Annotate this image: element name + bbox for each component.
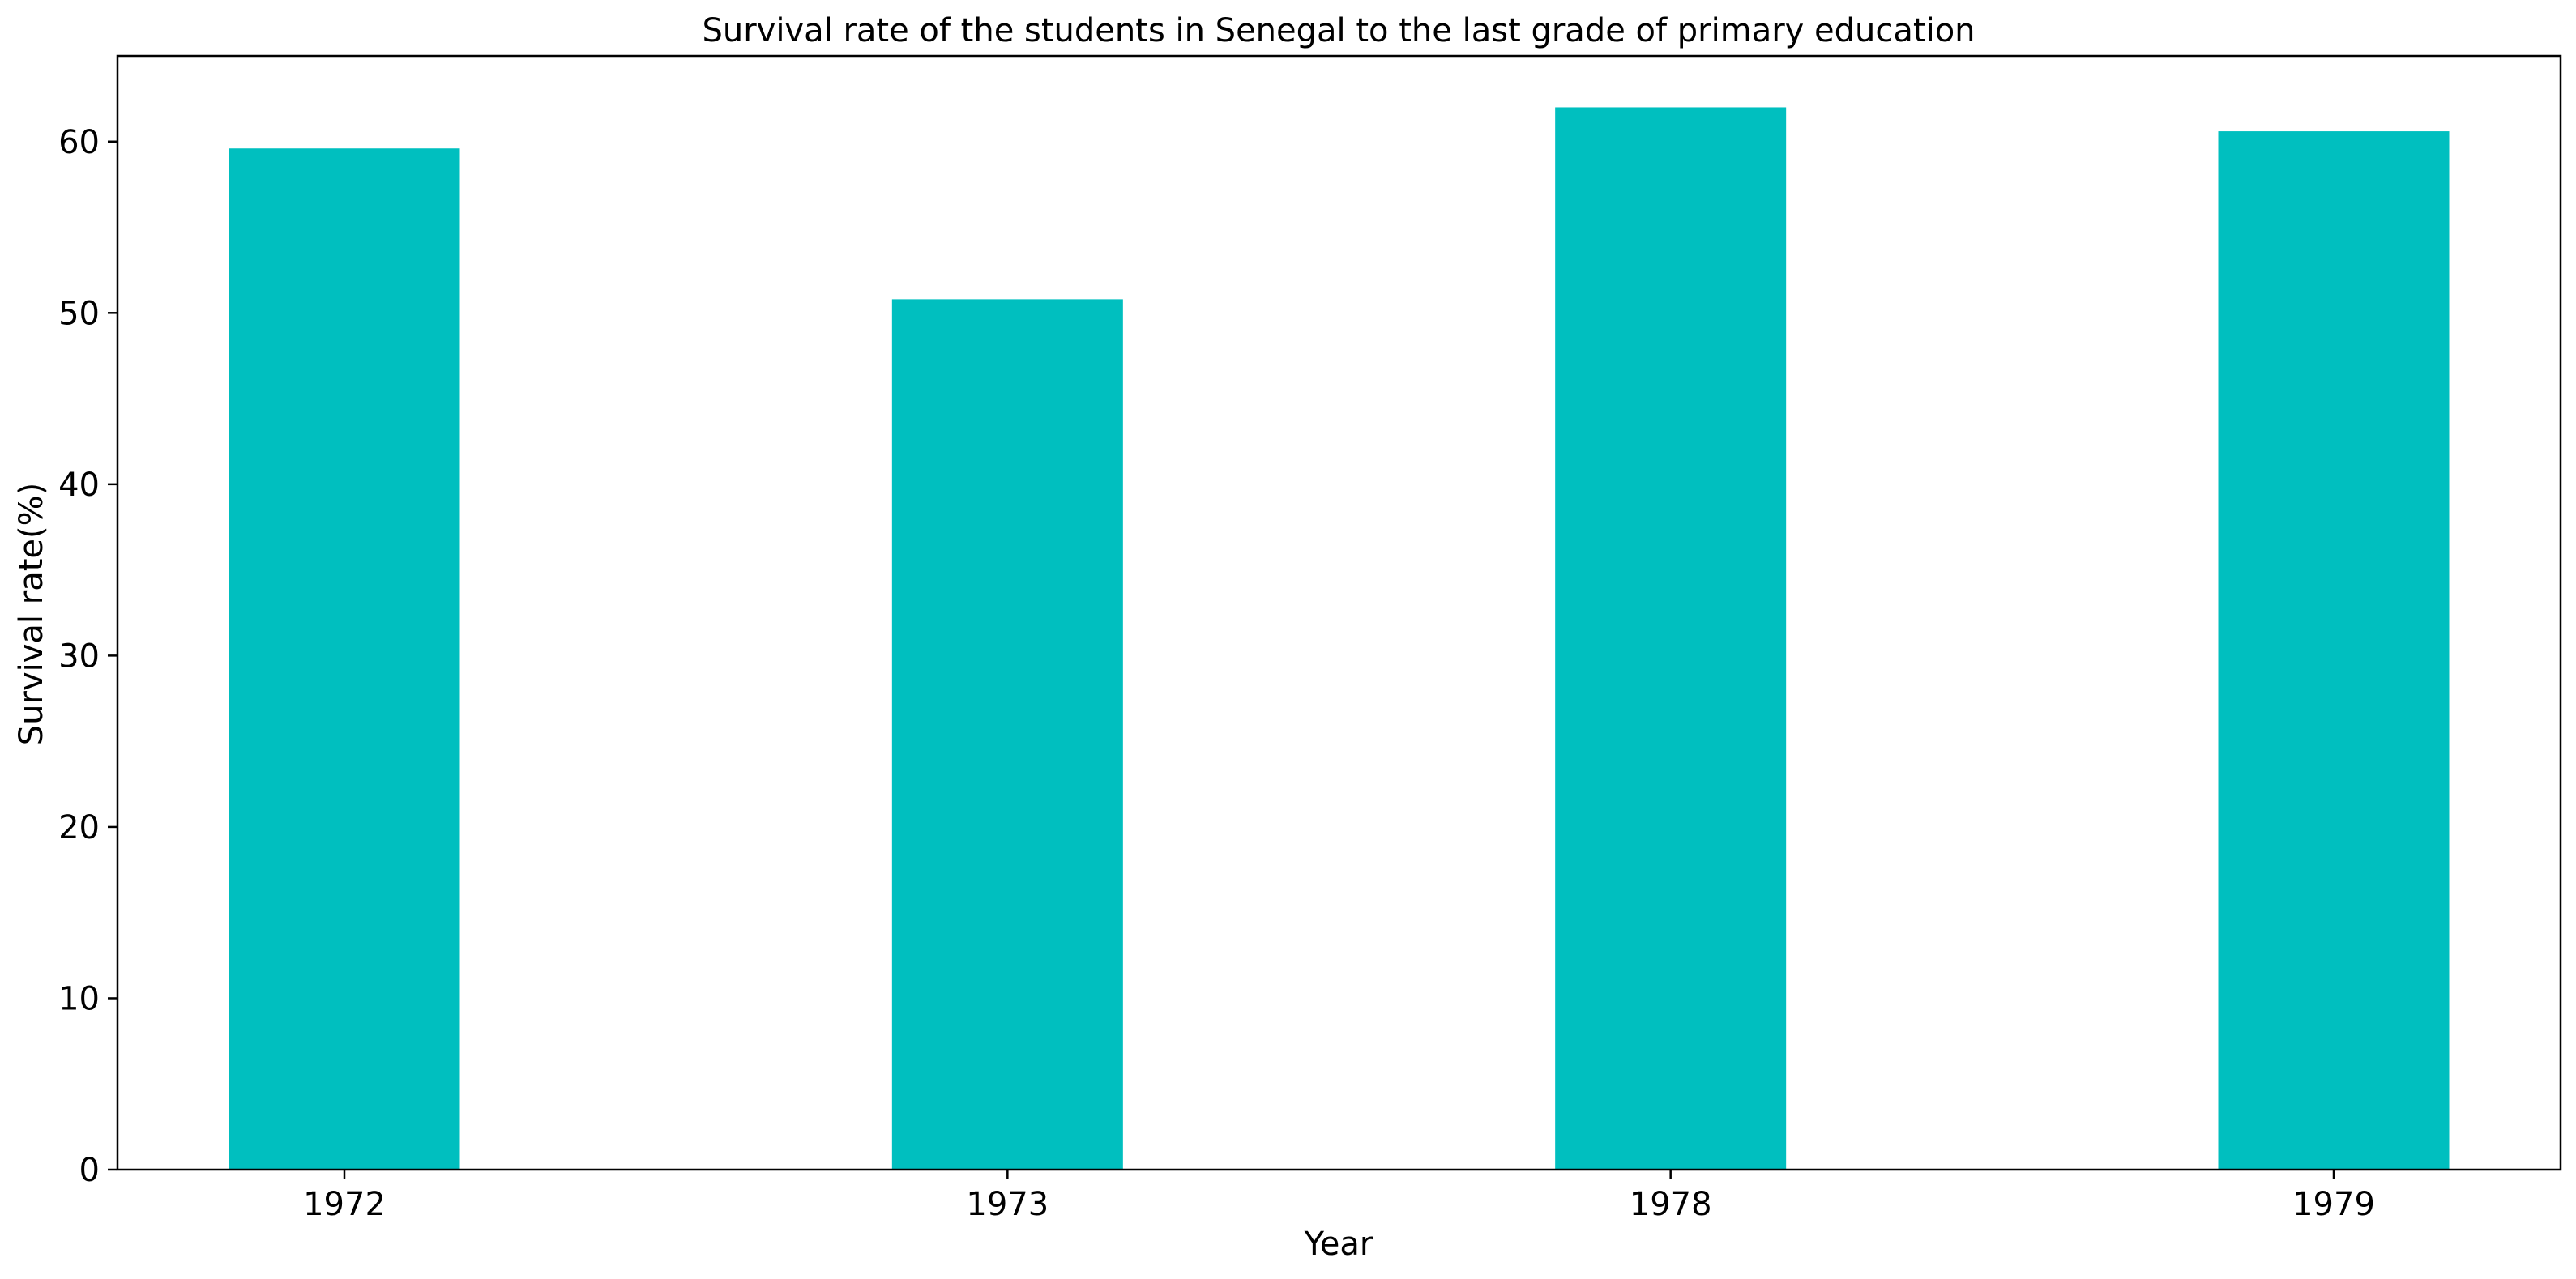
bar-1978 bbox=[1555, 107, 1787, 1170]
bar-1972 bbox=[229, 148, 460, 1170]
y-tick-label-10: 10 bbox=[58, 980, 100, 1017]
chart-title: Survival rate of the students in Senegal… bbox=[702, 12, 1975, 49]
y-tick-label-30: 30 bbox=[58, 637, 100, 675]
x-tick-label-1979: 1979 bbox=[2292, 1186, 2375, 1223]
bar-1979 bbox=[2218, 131, 2450, 1170]
x-axis: 1972 1973 1978 1979 bbox=[303, 1170, 2375, 1223]
y-axis-label: Survival rate(%) bbox=[13, 483, 50, 745]
y-tick-label-20: 20 bbox=[58, 809, 100, 846]
y-tick-label-0: 0 bbox=[79, 1152, 100, 1189]
x-tick-label-1978: 1978 bbox=[1630, 1186, 1712, 1223]
x-axis-label: Year bbox=[1304, 1226, 1373, 1263]
x-tick-label-1972: 1972 bbox=[303, 1186, 386, 1223]
y-tick-label-60: 60 bbox=[58, 124, 100, 161]
plot-area bbox=[116, 54, 2562, 1171]
y-tick-label-40: 40 bbox=[58, 467, 100, 504]
bar-1973 bbox=[891, 299, 1123, 1170]
y-tick-label-50: 50 bbox=[58, 295, 100, 332]
bars bbox=[229, 107, 2450, 1170]
plot-frame bbox=[116, 54, 2562, 1171]
x-tick-label-1973: 1973 bbox=[966, 1186, 1049, 1223]
y-axis: 0 10 20 30 40 50 60 bbox=[58, 124, 117, 1189]
